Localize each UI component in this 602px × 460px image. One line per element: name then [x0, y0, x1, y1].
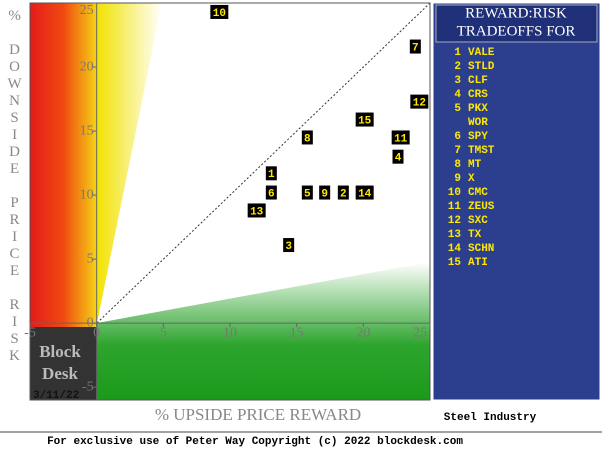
point — [319, 185, 331, 200]
legend-ticker: SCHN — [468, 243, 494, 255]
y-tick-label: 15 — [80, 123, 94, 138]
point-label: 13 — [250, 206, 264, 218]
legend-number: 12 — [448, 215, 461, 227]
legend-ticker: WOR — [468, 117, 488, 129]
y-axis-title: % DOWNSIDE PRICE RISK — [7, 8, 23, 365]
point-label: 12 — [413, 98, 426, 110]
point-label: 9 — [321, 188, 328, 200]
y-tick-label: -5 — [82, 379, 94, 394]
point — [265, 166, 277, 181]
caution-zone — [97, 3, 162, 323]
point — [265, 185, 277, 200]
legend-number: 13 — [448, 229, 462, 241]
brand-box — [30, 327, 97, 400]
y-tick-label: 25 — [80, 3, 94, 18]
reward-zone — [97, 262, 430, 400]
x-axis-title: % UPSIDE PRICE REWARD — [155, 405, 361, 424]
legend-number: 9 — [454, 173, 461, 185]
x-tick-label: 10 — [223, 325, 237, 340]
legend-panel — [432, 2, 601, 401]
legend-number: 7 — [454, 145, 461, 157]
point — [392, 149, 404, 164]
point — [210, 4, 229, 19]
y-tick-label: 5 — [87, 251, 94, 266]
footer: For exclusive use of Peter Way Copyright… — [47, 436, 463, 448]
point-label: 15 — [358, 115, 372, 127]
point — [410, 94, 429, 109]
legend-ticker: SXC — [468, 215, 488, 227]
legend-number: 5 — [454, 103, 461, 115]
legend-title: TRADEOFFS FOR — [457, 23, 576, 39]
x-tick-label: 0 — [93, 325, 100, 340]
legend-number: 15 — [448, 257, 462, 269]
point-label: 1 — [268, 169, 275, 181]
parity-line — [96, 3, 430, 324]
legend-number: 4 — [454, 89, 461, 101]
legend-ticker: VALE — [468, 47, 495, 59]
legend-number: 6 — [454, 131, 461, 143]
industry: Steel Industry — [444, 412, 537, 424]
point — [301, 130, 313, 145]
brand: Desk — [42, 364, 78, 383]
legend-ticker: ZEUS — [468, 201, 495, 213]
point — [337, 185, 349, 200]
point-label: 6 — [268, 188, 275, 200]
point-label: 7 — [412, 42, 419, 54]
legend-ticker: TX — [468, 229, 482, 241]
legend-ticker: X — [468, 173, 475, 185]
point — [301, 185, 313, 200]
x-tick-label: 20 — [356, 325, 370, 340]
legend-number: 3 — [454, 75, 461, 87]
point-label: 8 — [304, 133, 311, 145]
legend-ticker: TMST — [468, 145, 495, 157]
point — [247, 203, 266, 218]
legend-header — [435, 4, 598, 43]
risk-zone — [30, 3, 97, 327]
point-label: 11 — [394, 133, 408, 145]
y-tick-label: 10 — [80, 187, 94, 202]
point-label: 5 — [304, 188, 311, 200]
point-label: 14 — [358, 188, 372, 200]
brand: Block — [39, 342, 81, 361]
x-tick-label: 25 — [413, 325, 427, 340]
legend-ticker: CLF — [468, 75, 488, 87]
legend-ticker: SPY — [468, 131, 488, 143]
legend-number: 14 — [448, 243, 462, 255]
legend-number: 2 — [454, 61, 461, 73]
legend-title: REWARD:RISK — [465, 5, 567, 21]
plot-border — [29, 2, 431, 401]
legend-ticker: ATI — [468, 257, 488, 269]
legend-number: 11 — [448, 201, 462, 213]
legend-ticker: CMC — [468, 187, 488, 199]
point-label: 2 — [340, 188, 347, 200]
y-tick-label: 0 — [87, 315, 94, 330]
date: 3/11/22 — [33, 390, 79, 402]
point — [283, 238, 295, 253]
legend-ticker: STLD — [468, 61, 495, 73]
x-tick-label: 15 — [290, 325, 304, 340]
point-label: 10 — [213, 8, 226, 20]
point — [409, 39, 421, 54]
y-tick-label: 20 — [80, 59, 94, 74]
point — [355, 112, 374, 127]
legend-number: 10 — [448, 187, 461, 199]
legend-number: 8 — [454, 159, 461, 171]
point — [391, 130, 410, 145]
legend-ticker: CRS — [468, 89, 488, 101]
legend-ticker: MT — [468, 159, 482, 171]
point — [355, 185, 374, 200]
legend-ticker: PKX — [468, 103, 488, 115]
legend-number: 1 — [454, 47, 461, 59]
x-tick-label: -5 — [24, 325, 36, 340]
point-label: 4 — [395, 153, 402, 165]
point-label: 3 — [285, 241, 292, 253]
x-tick-label: 5 — [160, 325, 167, 340]
